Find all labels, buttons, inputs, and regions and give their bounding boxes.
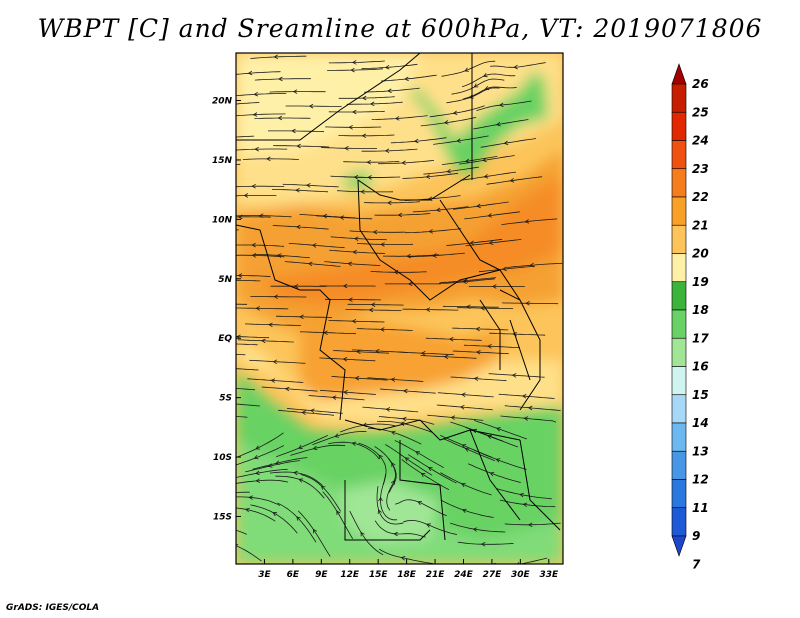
colorbar-segment bbox=[671, 224, 687, 254]
lat-label: 5N bbox=[218, 275, 232, 285]
lon-label: 9E bbox=[315, 570, 328, 580]
lon-label: 6E bbox=[287, 570, 300, 580]
colorbar-segment bbox=[671, 253, 687, 283]
colorbar-segment bbox=[671, 337, 687, 367]
lat-label: 5S bbox=[219, 394, 232, 404]
colorbar-label: 9 bbox=[692, 529, 700, 543]
chart-title: WBPT [C] and Sreamline at 600hPa, VT: 20… bbox=[37, 14, 763, 43]
country-borders bbox=[236, 53, 561, 541]
colorbar-top-arrow bbox=[671, 63, 687, 85]
colorbar-label: 14 bbox=[692, 416, 709, 430]
colorbar-segment bbox=[671, 281, 687, 311]
colorbar-segment bbox=[671, 450, 687, 480]
streamlines bbox=[236, 54, 563, 564]
colorbar-label: 13 bbox=[692, 444, 709, 458]
longitude-labels: 3E 6E 9E 12E 15E 18E 21E 24E 27E 30E 33E bbox=[258, 559, 559, 580]
colorbar-bottom-arrow bbox=[671, 535, 687, 557]
lat-label: 15N bbox=[212, 156, 233, 166]
colorbar-label: 21 bbox=[692, 218, 709, 232]
lon-label: 3E bbox=[258, 570, 271, 580]
grads-credit: GrADS: IGES/COLA bbox=[6, 603, 100, 613]
lon-label: 18E bbox=[397, 570, 417, 580]
colorbar-label: 17 bbox=[692, 331, 709, 345]
colorbar-segment bbox=[671, 366, 687, 396]
colorbar-segment bbox=[671, 196, 687, 226]
lon-label: 21E bbox=[426, 570, 446, 580]
lat-label: 20N bbox=[212, 97, 233, 107]
colorbar: 26 25 24 23 22 21 20 19 18 17 16 15 14 13 12 11 9 7 bbox=[671, 63, 709, 571]
colorbar-segment bbox=[671, 309, 687, 339]
colorbar-label: 19 bbox=[692, 275, 709, 289]
colorbar-segment bbox=[671, 507, 687, 537]
colorbar-label: 18 bbox=[692, 303, 709, 317]
colorbar-label: 23 bbox=[692, 162, 709, 176]
colorbar-segment bbox=[671, 394, 687, 424]
colorbar-segment bbox=[671, 111, 687, 141]
lat-label: EQ bbox=[218, 334, 232, 344]
colorbar-label: 24 bbox=[692, 134, 709, 148]
lon-label: 24E bbox=[454, 570, 474, 580]
lon-label: 12E bbox=[340, 570, 360, 580]
lat-label: 10S bbox=[213, 453, 232, 463]
colorbar-label: 25 bbox=[692, 105, 709, 119]
map-frame bbox=[235, 52, 564, 565]
colorbar-label: 11 bbox=[692, 501, 709, 515]
lat-label: 15S bbox=[213, 512, 232, 522]
colorbar-label: 26 bbox=[692, 77, 709, 91]
lon-label: 27E bbox=[483, 570, 503, 580]
latitude-labels: 20N 15N 10N 5N EQ 5S 10S 15S bbox=[212, 97, 241, 522]
colorbar-segment bbox=[671, 140, 687, 170]
lon-label: 30E bbox=[511, 570, 531, 580]
colorbar-label: 7 bbox=[692, 557, 701, 571]
lon-label: 33E bbox=[539, 570, 559, 580]
colorbar-segment bbox=[671, 479, 687, 509]
colorbar-label: 22 bbox=[692, 190, 709, 204]
colorbar-segment bbox=[671, 422, 687, 452]
colorbar-label: 15 bbox=[692, 388, 709, 402]
colorbar-label: 12 bbox=[692, 473, 709, 487]
colorbar-label: 16 bbox=[692, 360, 709, 374]
colorbar-label: 20 bbox=[692, 247, 709, 261]
colorbar-segment bbox=[671, 83, 687, 113]
colorbar-segment bbox=[671, 168, 687, 198]
lat-label: 10N bbox=[212, 215, 233, 225]
lon-label: 15E bbox=[369, 570, 389, 580]
